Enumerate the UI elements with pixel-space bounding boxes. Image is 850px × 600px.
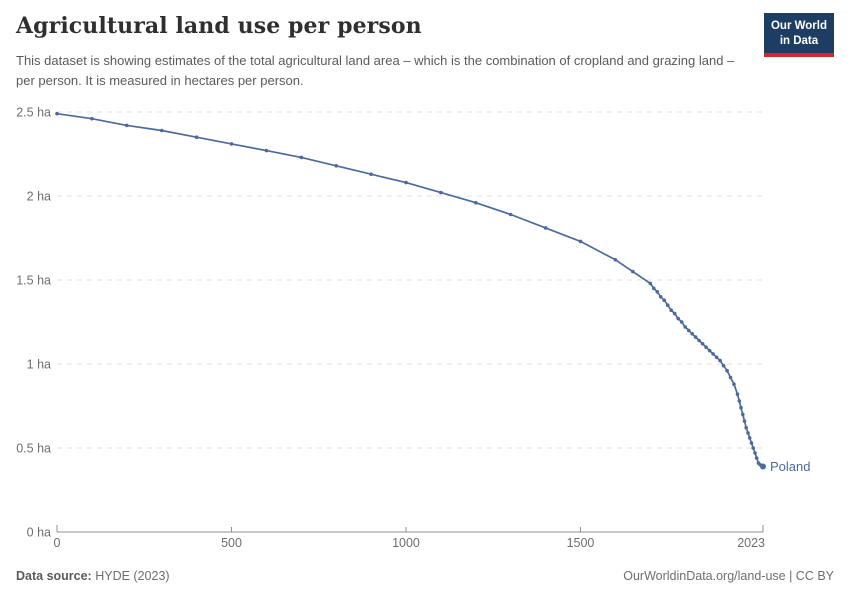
- data-point[interactable]: [125, 123, 129, 128]
- owid-logo[interactable]: Our World in Data: [763, 13, 834, 57]
- data-point[interactable]: [749, 441, 754, 445]
- data-point[interactable]: [658, 295, 663, 299]
- x-axis-tick-label: 2023: [737, 536, 765, 550]
- series-end-dot[interactable]: [760, 463, 766, 470]
- data-point[interactable]: [711, 352, 715, 356]
- x-axis-tick-label: 500: [221, 536, 242, 550]
- data-point[interactable]: [747, 436, 752, 440]
- data-point[interactable]: [718, 358, 722, 363]
- data-point[interactable]: [735, 392, 740, 397]
- data-point[interactable]: [676, 316, 680, 321]
- data-point[interactable]: [741, 412, 745, 417]
- data-point[interactable]: [754, 456, 759, 460]
- data-point[interactable]: [474, 200, 478, 205]
- data-point[interactable]: [508, 212, 513, 217]
- y-axis-tick-label: 2.5 ha: [16, 106, 51, 120]
- data-point[interactable]: [613, 258, 618, 262]
- chart-subtitle: This dataset is showing estimates of the…: [16, 53, 735, 88]
- data-point[interactable]: [751, 446, 755, 450]
- x-axis-tick-label: 1000: [392, 536, 420, 550]
- data-point[interactable]: [631, 269, 635, 274]
- data-point[interactable]: [334, 164, 339, 168]
- data-point[interactable]: [737, 399, 742, 403]
- x-axis-tick-label: 0: [54, 536, 61, 550]
- data-source-label: Data source:: [16, 569, 92, 583]
- data-point[interactable]: [732, 382, 736, 387]
- data-point[interactable]: [669, 308, 673, 313]
- y-axis-tick-label: 0 ha: [27, 526, 51, 540]
- y-axis-tick-label: 0.5 ha: [16, 442, 51, 456]
- page-title: Agricultural land use per person: [16, 13, 422, 39]
- x-axis-tick-label: 1500: [567, 536, 595, 550]
- data-source-value: HYDE (2023): [95, 569, 170, 583]
- data-point[interactable]: [739, 405, 743, 410]
- data-point[interactable]: [229, 142, 234, 146]
- data-point[interactable]: [672, 311, 677, 316]
- footer-credit-link[interactable]: OurWorldinData.org/land-use | CC BY: [623, 569, 834, 583]
- data-point[interactable]: [194, 135, 199, 139]
- data-point[interactable]: [686, 328, 691, 333]
- chart-footer: Data source: HYDE (2023) OurWorldinData.…: [16, 569, 834, 583]
- data-point[interactable]: [697, 338, 701, 343]
- y-axis-tick-label: 1.5 ha: [16, 274, 51, 288]
- data-point[interactable]: [721, 363, 726, 368]
- data-point[interactable]: [655, 290, 660, 294]
- data-point[interactable]: [665, 303, 670, 308]
- data-point[interactable]: [369, 172, 373, 176]
- data-point[interactable]: [707, 348, 712, 353]
- data-point[interactable]: [679, 320, 684, 324]
- data-point[interactable]: [55, 111, 59, 116]
- data-point[interactable]: [404, 180, 408, 185]
- y-axis-tick-label: 2 ha: [27, 190, 51, 204]
- data-point[interactable]: [159, 128, 164, 133]
- data-point[interactable]: [753, 451, 757, 455]
- data-point[interactable]: [690, 332, 694, 336]
- data-point[interactable]: [725, 368, 729, 373]
- data-point[interactable]: [543, 226, 548, 230]
- owid-logo-line2: in Data: [779, 34, 819, 47]
- data-point[interactable]: [648, 281, 653, 286]
- data-point[interactable]: [744, 426, 748, 430]
- data-point[interactable]: [728, 375, 733, 380]
- y-axis-tick-label: 1 ha: [27, 358, 51, 372]
- data-point[interactable]: [714, 355, 719, 360]
- data-source: Data source: HYDE (2023): [16, 569, 170, 583]
- data-point[interactable]: [746, 431, 750, 435]
- data-point[interactable]: [693, 335, 698, 339]
- data-point[interactable]: [683, 325, 687, 329]
- series-label[interactable]: Poland: [770, 459, 810, 474]
- owid-logo-line1: Our World: [770, 20, 827, 32]
- data-point[interactable]: [700, 342, 705, 346]
- data-point[interactable]: [90, 116, 94, 121]
- data-point[interactable]: [264, 148, 269, 153]
- data-point[interactable]: [704, 345, 708, 350]
- data-point[interactable]: [439, 190, 443, 195]
- data-point[interactable]: [578, 239, 583, 244]
- data-point[interactable]: [299, 155, 304, 160]
- data-point[interactable]: [742, 419, 747, 423]
- data-point[interactable]: [662, 298, 666, 303]
- data-point[interactable]: [652, 286, 656, 291]
